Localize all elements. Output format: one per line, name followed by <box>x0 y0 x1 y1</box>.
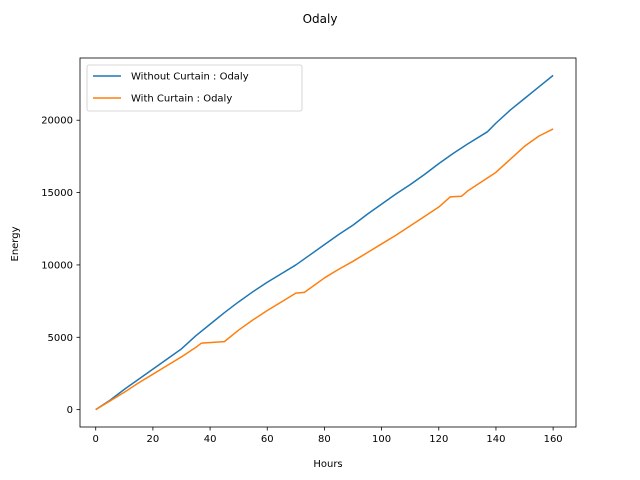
x-tick-label: 60 <box>261 434 274 445</box>
x-tick-label: 100 <box>372 434 391 445</box>
legend-label-1: Without Curtain : Odaly <box>131 72 249 83</box>
x-tick-label: 80 <box>318 434 331 445</box>
x-tick-label: 20 <box>147 434 160 445</box>
legend: Without Curtain : Odaly With Curtain : Od… <box>86 64 303 112</box>
x-tick-label: 140 <box>486 434 505 445</box>
x-tick-label: 160 <box>544 434 563 445</box>
y-tick-label: 15000 <box>41 188 73 199</box>
y-tick-label: 0 <box>67 405 73 416</box>
series-line-2 <box>95 128 554 411</box>
series-line-1 <box>95 74 554 411</box>
y-tick-label: 5000 <box>48 333 73 344</box>
x-tick-label: 40 <box>204 434 217 445</box>
axes: 0 20 40 60 80 100 120 140 160 0 5000 10000 15000 2000… <box>41 57 577 445</box>
chart-title: Odaly <box>303 12 338 26</box>
plot-frame <box>79 57 577 428</box>
x-tick-label: 120 <box>429 434 448 445</box>
x-tick-label: 0 <box>93 434 99 445</box>
y-tick-label: 10000 <box>41 260 73 271</box>
legend-label-2: With Curtain : Odaly <box>131 94 232 105</box>
legend-box <box>86 64 303 112</box>
y-tick-label: 20000 <box>41 116 73 127</box>
series-layer <box>95 74 554 411</box>
y-axis-label: Energy <box>10 226 21 261</box>
x-axis-label: Hours <box>313 459 342 470</box>
